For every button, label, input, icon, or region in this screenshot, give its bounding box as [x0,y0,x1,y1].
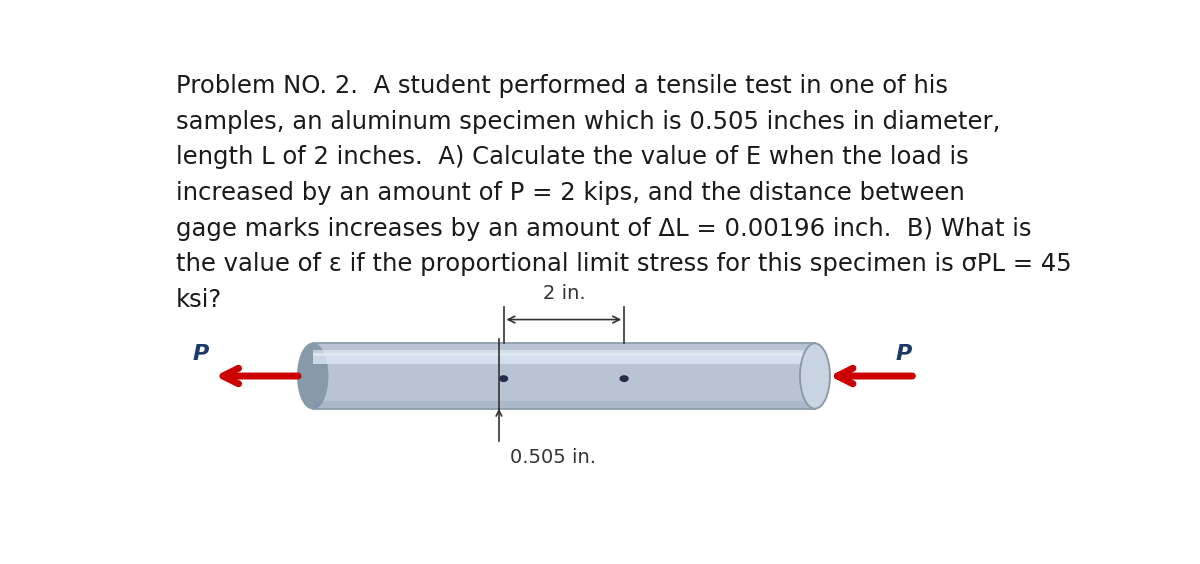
Bar [313,351,815,355]
Bar [313,343,815,408]
Text: increased by an amount of P = 2 kips, and the distance between: increased by an amount of P = 2 kips, an… [176,181,965,205]
Ellipse shape [800,343,830,408]
Text: 0.505 in.: 0.505 in. [510,448,596,466]
Ellipse shape [619,375,629,382]
Text: length L of 2 inches.  A) Calculate the value of E when the load is: length L of 2 inches. A) Calculate the v… [176,146,968,169]
Bar [313,375,815,378]
Bar [313,355,815,358]
Text: gage marks increases by an amount of ΔL = 0.00196 inch.  B) What is: gage marks increases by an amount of ΔL … [176,217,1032,241]
Bar [313,366,815,369]
Text: P: P [895,344,912,364]
Bar [313,378,815,381]
Text: P: P [193,344,209,364]
Bar [313,358,815,360]
Text: the value of ε if the proportional limit stress for this specimen is σPL = 45: the value of ε if the proportional limit… [176,252,1072,276]
Text: Problem NO. 2.  A student performed a tensile test in one of his: Problem NO. 2. A student performed a ten… [176,74,948,98]
Bar [313,343,815,408]
Text: ksi?: ksi? [176,288,222,312]
Bar [313,399,815,408]
Ellipse shape [499,375,509,382]
Bar [313,401,815,408]
Bar [313,372,815,375]
Ellipse shape [800,343,830,408]
Bar [313,349,815,351]
Bar [313,346,815,349]
Ellipse shape [298,343,328,408]
Bar [313,350,815,356]
Bar [313,363,815,366]
Text: samples, an aluminum specimen which is 0.505 inches in diameter,: samples, an aluminum specimen which is 0… [176,110,1001,134]
Text: 2 in.: 2 in. [542,284,586,303]
Bar [313,352,815,364]
Bar [313,369,815,372]
Bar [313,360,815,363]
